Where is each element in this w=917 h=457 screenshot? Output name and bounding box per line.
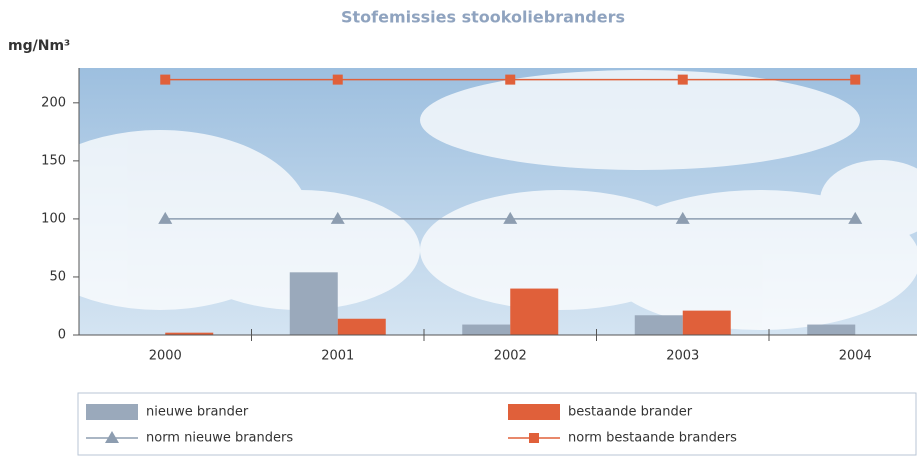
marker [160,74,171,85]
marker [330,211,345,224]
bar [165,332,214,335]
marker [848,211,863,224]
x-tick-label: 2002 [494,349,527,364]
marker [850,74,861,85]
bar [462,324,511,335]
marker [332,74,343,85]
y-tick-label: 50 [49,269,66,284]
bar [682,310,731,335]
marker [158,211,173,224]
bar [510,288,559,335]
y-tick-label: 150 [41,153,66,168]
marker [503,211,518,224]
legend [77,392,917,456]
marker [505,74,516,85]
legend-label: bestaande brander [568,405,693,420]
legend-swatch [529,433,539,443]
legend-swatch [508,404,560,420]
bar [634,315,683,335]
bar [807,324,856,335]
plot-background [79,68,917,335]
x-tick-label: 2001 [321,349,354,364]
bar [337,318,386,335]
y-axis-label: mg/Nm³ [8,38,70,54]
marker [675,211,690,224]
y-tick-label: 200 [41,95,66,110]
legend-label: norm nieuwe branders [146,431,293,446]
x-tick-label: 2003 [666,349,699,364]
bar [289,272,338,335]
legend-label: nieuwe brander [146,405,249,420]
legend-swatch [86,404,138,420]
legend-label: norm bestaande branders [568,431,737,446]
chart-title: Stofemissies stookoliebranders [341,8,625,27]
y-tick-label: 0 [58,328,66,343]
y-tick-label: 100 [41,211,66,226]
x-tick-label: 2004 [839,349,872,364]
x-tick-label: 2000 [149,349,182,364]
marker [677,74,688,85]
legend-swatch [105,431,119,443]
